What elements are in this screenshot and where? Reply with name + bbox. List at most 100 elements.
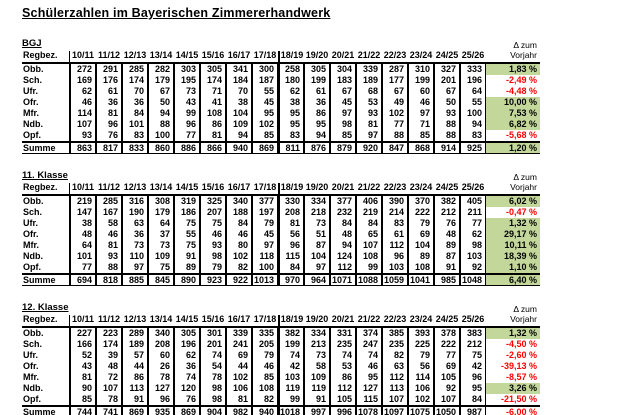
value-cell: 79 bbox=[252, 350, 278, 361]
delta-cell: 7,53 % bbox=[486, 108, 540, 119]
delta-cell: 6,82 % bbox=[486, 119, 540, 130]
value-cell: 1088 bbox=[356, 273, 382, 286]
column-header-year: 19/20 bbox=[304, 51, 330, 64]
value-cell: 94 bbox=[460, 119, 486, 130]
value-cell: 82 bbox=[226, 262, 252, 273]
value-cell: 42 bbox=[460, 361, 486, 372]
value-cell: 109 bbox=[304, 372, 330, 383]
value-cell: 174 bbox=[96, 339, 122, 350]
delta-cell: -5,68 % bbox=[505, 130, 537, 140]
value-cell: 93 bbox=[96, 251, 122, 262]
value-cell: 406 bbox=[356, 196, 382, 207]
value-cell: 93 bbox=[70, 130, 96, 141]
value-cell: 214 bbox=[382, 207, 408, 218]
delta-cell: 1,32 % bbox=[486, 328, 540, 339]
column-header-year: 23/24 bbox=[408, 51, 434, 64]
value-cell: 82 bbox=[382, 350, 408, 361]
value-cell: 79 bbox=[200, 262, 226, 273]
value-cell: 305 bbox=[174, 328, 200, 339]
row-label: Ufr. bbox=[22, 86, 70, 97]
table-row: Mfr. 114 81 84 94 99 108 104 95 95 86 97 93 102 97 93 10… bbox=[22, 108, 540, 119]
column-header-year: 20/21 bbox=[330, 51, 356, 64]
column-header-year: 16/17 bbox=[226, 183, 252, 196]
value-cell: 108 bbox=[408, 262, 434, 273]
value-cell: 316 bbox=[122, 196, 148, 207]
value-cell: 62 bbox=[174, 350, 200, 361]
value-cell: 94 bbox=[304, 130, 330, 141]
delta-cell: -4,48 % bbox=[505, 86, 537, 96]
table-row: Ufr. 38 58 63 64 75 75 84 79 81 73 84 84 83 79 76 77 1,32… bbox=[22, 218, 540, 229]
value-cell: 166 bbox=[70, 339, 96, 350]
value-cell: 52 bbox=[70, 350, 96, 361]
value-cell: 860 bbox=[148, 141, 174, 154]
value-cell: 88 bbox=[434, 119, 460, 130]
column-header-regbez: Regbez. bbox=[22, 315, 70, 328]
value-cell: 920 bbox=[356, 141, 382, 154]
delta-cell: 1,20 % bbox=[486, 141, 540, 154]
value-cell: 334 bbox=[304, 328, 330, 339]
value-cell: 85 bbox=[252, 372, 278, 383]
section-klasse-11: 11. Klasse Regbez. 10/11 11/12 12/13 13/14 14… bbox=[22, 165, 620, 286]
column-header-year: 24/25 bbox=[434, 51, 460, 64]
value-cell: 115 bbox=[356, 394, 382, 405]
value-cell: 207 bbox=[200, 207, 226, 218]
row-label: Obb. bbox=[22, 196, 70, 207]
value-cell: 55 bbox=[252, 86, 278, 97]
value-cell: 211 bbox=[460, 207, 486, 218]
value-cell: 818 bbox=[96, 273, 122, 286]
value-cell: 341 bbox=[226, 64, 252, 75]
value-cell: 50 bbox=[434, 97, 460, 108]
value-cell: 107 bbox=[382, 394, 408, 405]
value-cell: 82 bbox=[252, 394, 278, 405]
value-cell: 374 bbox=[356, 328, 382, 339]
value-cell: 44 bbox=[122, 361, 148, 372]
column-header-year: 18/19 bbox=[278, 315, 304, 328]
value-cell: 212 bbox=[460, 339, 486, 350]
row-label: Ofr. bbox=[22, 361, 70, 372]
row-label: Mfr. bbox=[22, 240, 70, 251]
value-cell: 81 bbox=[226, 394, 252, 405]
value-cell: 114 bbox=[408, 372, 434, 383]
value-cell: 95 bbox=[356, 372, 382, 383]
column-header-year: 15/16 bbox=[200, 315, 226, 328]
value-cell: 63 bbox=[122, 218, 148, 229]
value-cell: 95 bbox=[304, 119, 330, 130]
column-header-year: 18/19 bbox=[278, 183, 304, 196]
value-cell: 72 bbox=[96, 372, 122, 383]
value-cell: 78 bbox=[148, 372, 174, 383]
value-cell: 179 bbox=[148, 75, 174, 86]
column-header-year: 25/26 bbox=[460, 315, 486, 328]
value-cell: 102 bbox=[226, 372, 252, 383]
value-cell: 331 bbox=[330, 328, 356, 339]
value-cell: 49 bbox=[382, 97, 408, 108]
header-row: Regbez. 10/11 11/12 12/13 13/14 14/15 15/16 16/… bbox=[22, 172, 540, 196]
table-row: Opf. 77 88 97 75 89 79 82 100 84 97 112 99 103 108 91 92… bbox=[22, 262, 540, 273]
value-cell: 964 bbox=[304, 273, 330, 286]
value-cell: 102 bbox=[252, 119, 278, 130]
value-cell: 96 bbox=[278, 240, 304, 251]
value-cell: 61 bbox=[96, 86, 122, 97]
value-cell: 339 bbox=[356, 64, 382, 75]
value-cell: 38 bbox=[226, 97, 252, 108]
table-row: Sch. 169 176 174 179 195 174 184 187 180 199 183 189… bbox=[22, 75, 540, 86]
value-cell: 1013 bbox=[252, 273, 278, 286]
value-cell: 102 bbox=[408, 394, 434, 405]
value-cell: 74 bbox=[174, 372, 200, 383]
value-cell: 935 bbox=[148, 405, 174, 415]
value-cell: 385 bbox=[382, 328, 408, 339]
value-cell: 87 bbox=[434, 251, 460, 262]
value-cell: 863 bbox=[70, 141, 96, 154]
delta-column-header: Δ zum Vorjahr bbox=[510, 304, 537, 324]
value-cell: 98 bbox=[200, 394, 226, 405]
delta-header-line: Vorjahr bbox=[510, 182, 537, 192]
value-cell: 241 bbox=[226, 339, 252, 350]
value-cell: 147 bbox=[70, 207, 96, 218]
value-cell: 114 bbox=[70, 108, 96, 119]
value-cell: 1078 bbox=[356, 405, 382, 415]
column-header-year: 17/18 bbox=[252, 51, 278, 64]
value-cell: 235 bbox=[382, 339, 408, 350]
value-cell: 73 bbox=[304, 218, 330, 229]
delta-header-line: Vorjahr bbox=[510, 314, 537, 324]
column-header-year: 16/17 bbox=[226, 51, 252, 64]
value-cell: 96 bbox=[148, 394, 174, 405]
